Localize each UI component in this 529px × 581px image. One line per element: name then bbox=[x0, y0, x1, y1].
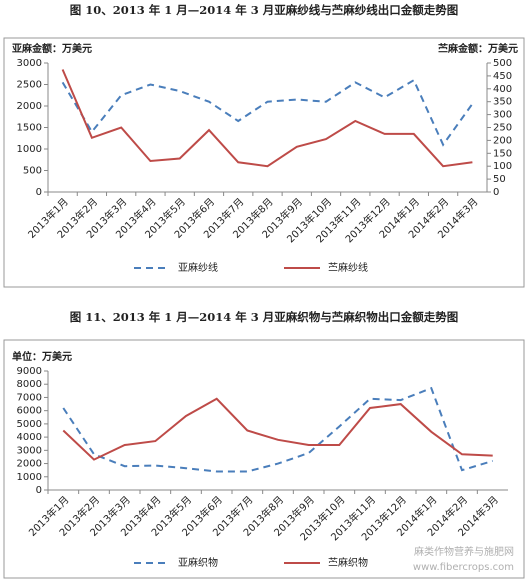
legend-label: 苎麻织物 bbox=[328, 556, 368, 569]
y2-tick-label: 100 bbox=[493, 161, 512, 172]
y2-tick-label: 500 bbox=[493, 58, 512, 69]
y2-axis-label: 苎麻金额：万美元 bbox=[438, 42, 518, 55]
y-tick-label: 3000 bbox=[17, 58, 42, 69]
watermark: www.fibercrops.com bbox=[413, 562, 514, 573]
y-tick-label: 1000 bbox=[17, 144, 42, 155]
y2-tick-label: 300 bbox=[493, 110, 512, 121]
y-tick-label: 2000 bbox=[17, 101, 42, 112]
y-tick-label: 7000 bbox=[17, 392, 42, 403]
legend-label: 亚麻纱线 bbox=[178, 261, 218, 274]
y-axis-label: 单位：万美元 bbox=[12, 350, 72, 363]
legend-label: 亚麻织物 bbox=[178, 556, 218, 569]
y-tick-label: 9000 bbox=[17, 366, 42, 377]
y-tick-label: 0 bbox=[36, 485, 42, 496]
legend-label: 苎麻纱线 bbox=[328, 261, 368, 274]
watermark: 麻类作物营养与施肥网 bbox=[414, 545, 514, 558]
y-tick-label: 8000 bbox=[17, 379, 42, 390]
y2-tick-label: 450 bbox=[493, 71, 512, 82]
y-tick-label: 5000 bbox=[17, 419, 42, 430]
y-tick-label: 0 bbox=[36, 187, 42, 198]
y-tick-label: 1000 bbox=[17, 472, 42, 483]
y2-tick-label: 0 bbox=[493, 187, 499, 198]
y2-tick-label: 50 bbox=[493, 174, 506, 185]
y2-tick-label: 400 bbox=[493, 84, 512, 95]
y-tick-label: 1500 bbox=[17, 123, 42, 134]
y2-tick-label: 150 bbox=[493, 148, 512, 159]
y-tick-label: 6000 bbox=[17, 406, 42, 417]
chart-frame bbox=[3, 339, 525, 579]
y2-tick-label: 250 bbox=[493, 123, 512, 134]
chart-title: 图 10、2013 年 1 月—2014 年 3 月亚麻纱线与苎麻纱线出口金额走… bbox=[70, 3, 459, 17]
y-tick-label: 3000 bbox=[17, 445, 42, 456]
chart-frame bbox=[3, 37, 525, 288]
y2-tick-label: 350 bbox=[493, 97, 512, 108]
y-tick-label: 2000 bbox=[17, 459, 42, 470]
series-line bbox=[62, 397, 493, 461]
series-line bbox=[62, 386, 493, 473]
series-line bbox=[61, 69, 473, 168]
y2-tick-label: 200 bbox=[493, 135, 512, 146]
y-tick-label: 4000 bbox=[17, 432, 42, 443]
y-tick-label: 2500 bbox=[17, 80, 42, 91]
series-line bbox=[61, 78, 474, 147]
chart-title: 图 11、2013 年 1 月—2014 年 3 月亚麻织物与苎麻织物出口金额走… bbox=[70, 310, 459, 324]
y-axis-label: 亚麻金额：万美元 bbox=[12, 42, 92, 55]
y-tick-label: 500 bbox=[23, 166, 42, 177]
